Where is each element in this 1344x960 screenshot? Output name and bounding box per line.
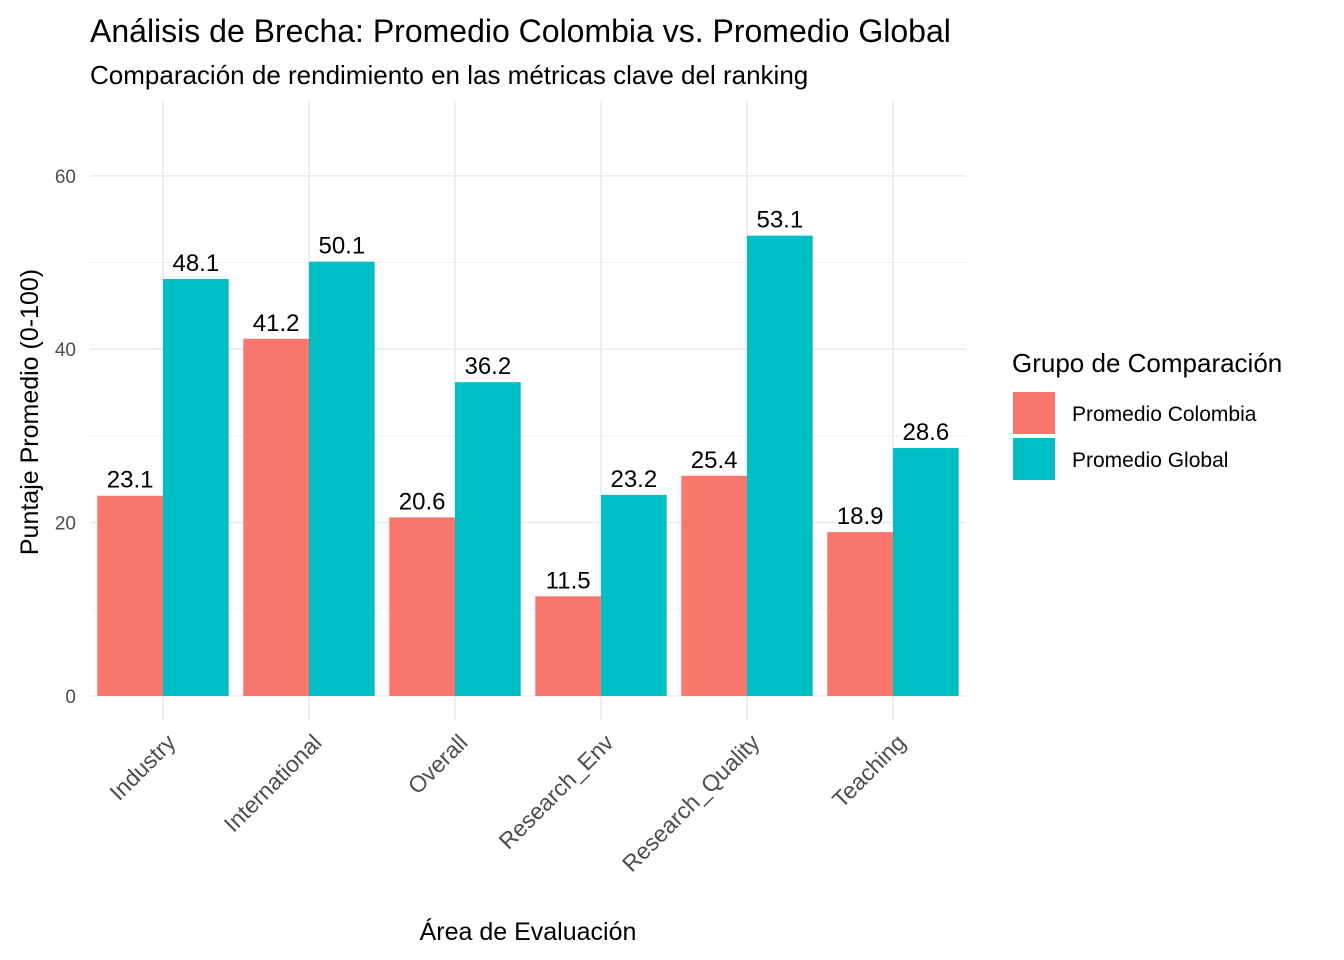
x-tick-label: Research_Env [493, 729, 618, 854]
y-axis-title: Puntaje Promedio (0-100) [16, 269, 44, 555]
legend-label-colombia: Promedio Colombia [1072, 403, 1257, 426]
bar-value-label: 41.2 [253, 310, 300, 337]
x-tick-label: Teaching [827, 729, 910, 812]
bar-colombia-overall [389, 517, 455, 696]
y-tick-label: 20 [55, 514, 76, 535]
y-tick-label: 40 [55, 340, 76, 361]
legend: Grupo de Comparación Promedio Colombia P… [1012, 348, 1282, 480]
chart-subtitle: Comparación de rendimiento en las métric… [90, 60, 808, 90]
bar-value-label: 36.2 [464, 353, 511, 380]
bar-global-industry [163, 278, 229, 696]
bar-global-research_env [601, 494, 667, 696]
x-tick-label: Industry [104, 729, 181, 806]
x-axis-title: Área de Evaluación [420, 917, 637, 946]
bar-value-label: 50.1 [318, 233, 365, 260]
y-tick-label: 0 [65, 687, 76, 708]
bars-layer [97, 235, 959, 697]
bar-global-teaching [893, 448, 959, 696]
legend-swatch-colombia [1013, 392, 1055, 434]
x-tick-label: Overall [403, 729, 473, 799]
legend-title: Grupo de Comparación [1012, 348, 1282, 378]
bar-value-label: 25.4 [691, 447, 738, 474]
y-axis: 0 20 40 60 [55, 167, 76, 708]
y-tick-label: 60 [55, 167, 76, 188]
bar-value-label: 48.1 [172, 250, 219, 277]
bar-global-research_quality [747, 235, 813, 697]
bar-value-label: 20.6 [399, 488, 446, 515]
bar-global-overall [455, 382, 521, 696]
legend-label-global: Promedio Global [1072, 449, 1228, 472]
bar-colombia-teaching [827, 532, 893, 696]
x-tick-label: International [219, 729, 327, 837]
x-axis: Industry International Overall Research_Env… [104, 729, 910, 877]
bar-value-labels: 23.1 41.2 20.6 11.5 25.4 18.9 48.1 50.1 36.2 23.2… [107, 207, 949, 595]
bar-value-label: 53.1 [756, 207, 803, 234]
bar-global-international [309, 261, 375, 696]
bar-colombia-research_env [535, 596, 601, 696]
legend-swatch-global [1013, 438, 1055, 480]
bar-value-label: 23.2 [610, 466, 657, 493]
bar-value-label: 18.9 [837, 503, 884, 530]
x-tick-label: Research_Quality [617, 729, 765, 877]
bar-value-label: 28.6 [902, 419, 949, 446]
bar-colombia-international [243, 338, 309, 696]
chart-title: Análisis de Brecha: Promedio Colombia vs… [90, 13, 951, 49]
bar-value-label: 11.5 [546, 567, 591, 594]
bar-value-label: 23.1 [107, 467, 154, 494]
bar-colombia-industry [97, 495, 163, 696]
bar-colombia-research_quality [681, 475, 747, 696]
